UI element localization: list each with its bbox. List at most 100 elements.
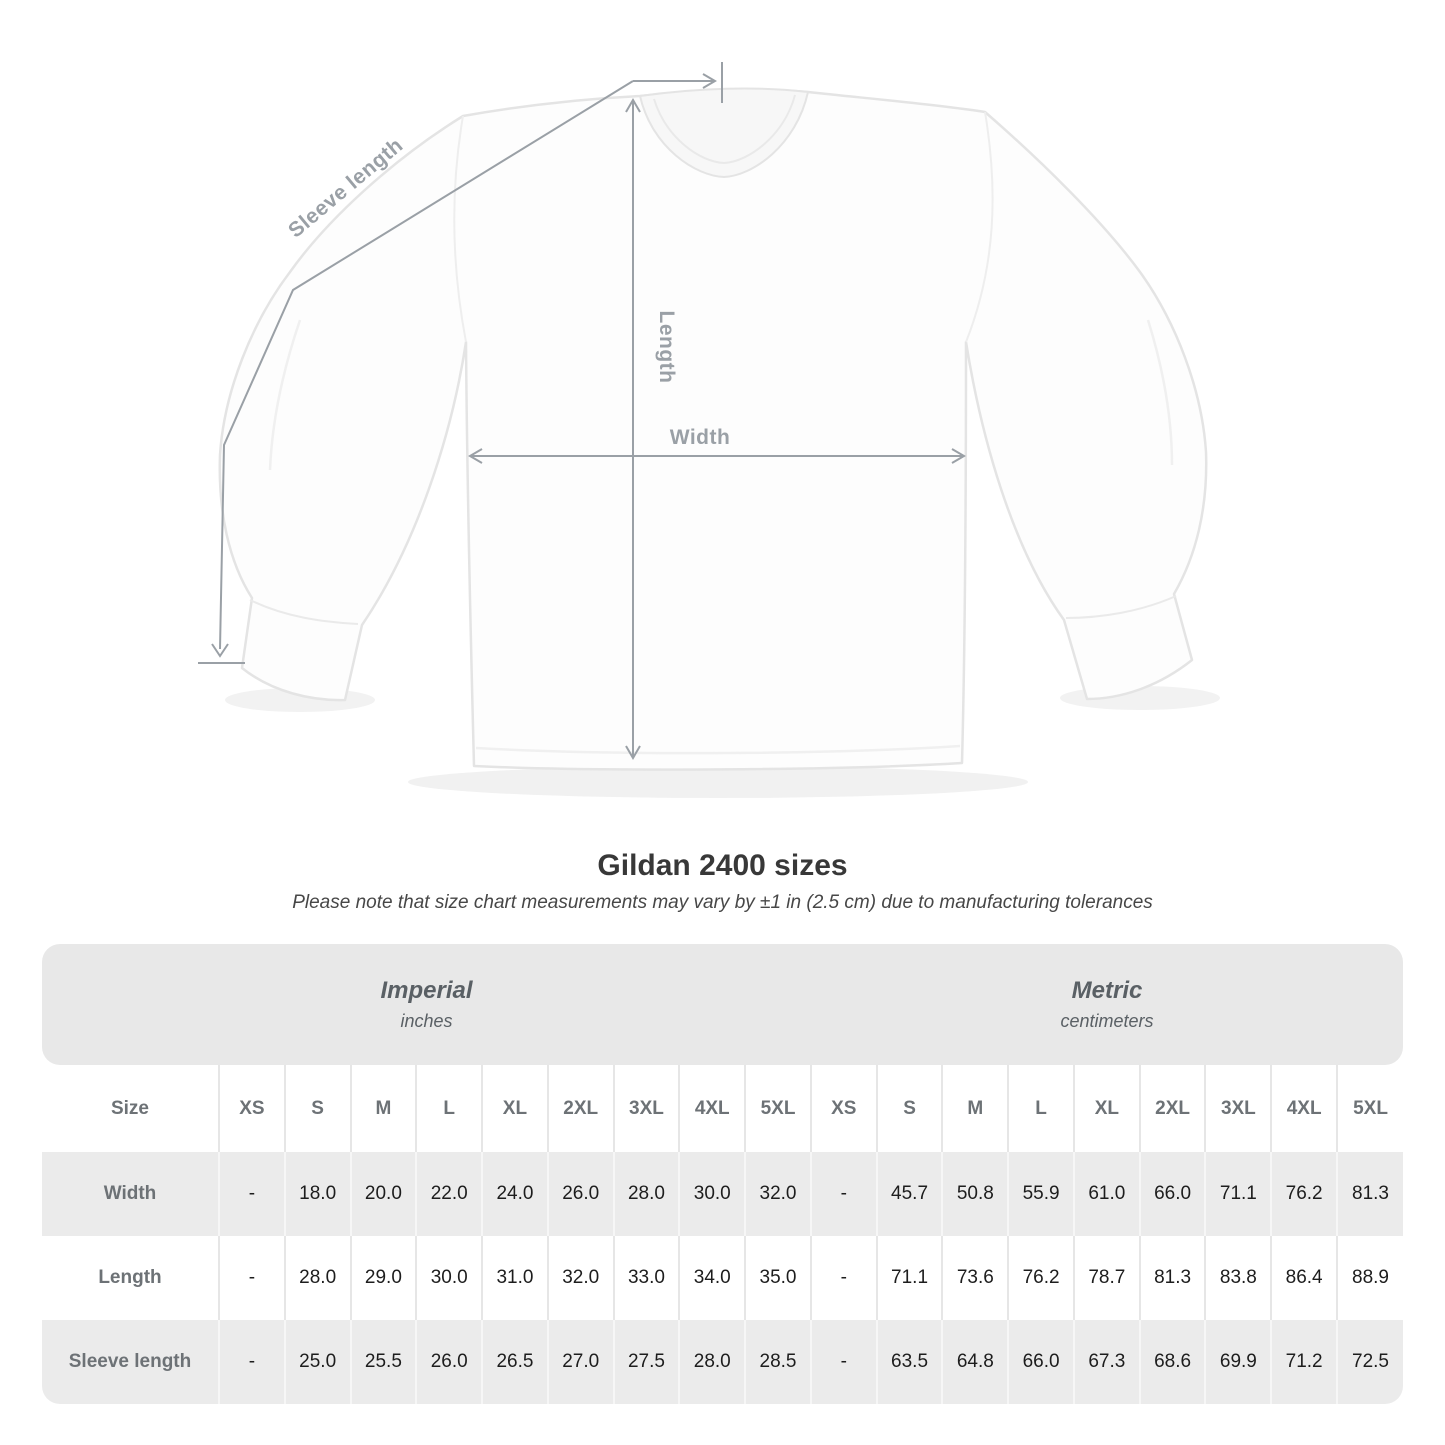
- size-header-metric: 4XL: [1270, 1065, 1338, 1152]
- size-header-metric: XL: [1072, 1065, 1140, 1152]
- metric-header: Metric centimeters: [811, 977, 1403, 1032]
- units-header-band: Imperial inches Metric centimeters: [42, 944, 1403, 1065]
- measurement-value-cell: 45.7: [875, 1152, 943, 1236]
- measurement-value-cell: 34.0: [678, 1236, 746, 1320]
- measurement-value-cell: 76.2: [1007, 1236, 1074, 1320]
- shirt-diagram: Sleeve length Length Width: [198, 62, 1220, 798]
- size-header-metric: M: [941, 1065, 1009, 1152]
- measurement-value-cell: 64.8: [941, 1320, 1009, 1404]
- size-header-imperial: S: [283, 1065, 351, 1152]
- measurement-value-cell: -: [218, 1320, 285, 1404]
- measurement-value-cell: 71.1: [1204, 1152, 1272, 1236]
- width-arrow: [468, 448, 966, 464]
- long-sleeve-shirt-illustration: [218, 87, 1208, 771]
- measurement-value-cell: 76.2: [1270, 1152, 1338, 1236]
- measurement-value-cell: 28.5: [744, 1320, 811, 1404]
- size-header-row: Size XS S M L XL 2XL 3XL 4XL 5XL XS S M L XL 2XL 3XL 4XL 5…: [42, 1065, 1403, 1152]
- measurement-value-cell: 86.4: [1270, 1236, 1338, 1320]
- measurement-row-label: Length: [98, 1267, 162, 1288]
- measurement-value-cell: -: [809, 1320, 877, 1404]
- size-header-imperial: M: [349, 1065, 417, 1152]
- measurement-value-cell: 72.5: [1336, 1320, 1403, 1404]
- size-header-metric: 2XL: [1138, 1065, 1206, 1152]
- width-label: Width: [670, 426, 731, 449]
- size-header-imperial: XS: [218, 1065, 285, 1152]
- measurement-value-cell: 55.9: [1007, 1152, 1074, 1236]
- measurement-value-cell: 31.0: [481, 1236, 548, 1320]
- measurement-value-cell: 81.3: [1138, 1236, 1206, 1320]
- imperial-header-unit: inches: [400, 1011, 453, 1031]
- measurement-value-cell: 20.0: [349, 1152, 417, 1236]
- metric-header-unit: centimeters: [1060, 1011, 1154, 1031]
- measurement-value-cell: 29.0: [349, 1236, 417, 1320]
- size-header-metric: 5XL: [1336, 1065, 1403, 1152]
- shirt-shadow: [225, 686, 1220, 798]
- measurement-value-cell: 88.9: [1336, 1236, 1403, 1320]
- length-label: Length: [655, 311, 678, 384]
- measurement-row: Length -28.0 29.0 30.0 31.0 32.0 33.0 34.0 35.0-…: [42, 1236, 1403, 1320]
- measurement-value-cell: 28.0: [612, 1152, 680, 1236]
- size-column-header: Size: [110, 1097, 150, 1119]
- measurement-value-cell: 67.3: [1072, 1320, 1140, 1404]
- measurement-value-cell: 27.5: [612, 1320, 680, 1404]
- measurement-value-cell: 71.2: [1270, 1320, 1338, 1404]
- size-table: Imperial inches Metric centimeters Size X…: [42, 944, 1403, 1404]
- size-header-imperial: 2XL: [546, 1065, 614, 1152]
- measurement-row: Sleeve length -25.0 25.5 26.0 26.5 27.0 27.5 28…: [42, 1320, 1403, 1404]
- size-header-imperial: L: [415, 1065, 483, 1152]
- measurement-value-cell: -: [218, 1236, 285, 1320]
- measurement-value-cell: 69.9: [1204, 1320, 1272, 1404]
- table-body: Size XS S M L XL 2XL 3XL 4XL 5XL XS S M L XL 2XL 3XL 4XL 5…: [42, 1065, 1403, 1404]
- imperial-header: Imperial inches: [42, 977, 811, 1032]
- size-header-imperial: 4XL: [678, 1065, 746, 1152]
- measurement-value-cell: -: [809, 1152, 877, 1236]
- measurement-value-cell: 18.0: [283, 1152, 351, 1236]
- measurement-value-cell: 63.5: [875, 1320, 943, 1404]
- measurement-value-cell: 66.0: [1138, 1152, 1206, 1236]
- measurement-value-cell: -: [218, 1152, 285, 1236]
- measurement-value-cell: 28.0: [283, 1236, 351, 1320]
- page-subtitle: Please note that size chart measurements…: [292, 892, 1153, 913]
- sleeve-length-arrow: [198, 62, 723, 664]
- measurement-value-cell: 35.0: [744, 1236, 811, 1320]
- measurement-value-cell: 25.0: [283, 1320, 351, 1404]
- size-header-imperial: 3XL: [612, 1065, 680, 1152]
- measurement-value-cell: 68.6: [1138, 1320, 1206, 1404]
- measurement-row: Width -18.0 20.0 22.0 24.0 26.0 28.0 30.0 32.0-4…: [42, 1152, 1403, 1236]
- measurement-value-cell: 73.6: [941, 1236, 1009, 1320]
- size-header-metric: XS: [809, 1065, 877, 1152]
- length-arrow: [625, 98, 641, 760]
- measurement-value-cell: 83.8: [1204, 1236, 1272, 1320]
- metric-header-name: Metric: [1071, 977, 1143, 1004]
- measurement-value-cell: 26.0: [546, 1152, 614, 1236]
- measurement-row-label: Sleeve length: [68, 1351, 192, 1372]
- page-title: Gildan 2400 sizes: [597, 849, 848, 882]
- measurement-value-cell: 32.0: [744, 1152, 811, 1236]
- measurement-value-cell: 71.1: [875, 1236, 943, 1320]
- measurement-value-cell: 81.3: [1336, 1152, 1403, 1236]
- measurements-table: Size XS S M L XL 2XL 3XL 4XL 5XL XS S M L XL 2XL 3XL 4XL 5…: [42, 1065, 1403, 1404]
- measurement-value-cell: 22.0: [415, 1152, 483, 1236]
- measurement-value-cell: 24.0: [481, 1152, 548, 1236]
- measurement-value-cell: -: [809, 1236, 877, 1320]
- measurement-value-cell: 32.0: [546, 1236, 614, 1320]
- measurement-row-label: Width: [103, 1183, 157, 1204]
- size-header-imperial: XL: [481, 1065, 548, 1152]
- measurement-value-cell: 30.0: [415, 1236, 483, 1320]
- measurement-value-cell: 50.8: [941, 1152, 1009, 1236]
- shirt-diagram-svg: Sleeve length Length Width: [198, 62, 1220, 798]
- size-header-metric: 3XL: [1204, 1065, 1272, 1152]
- measurement-value-cell: 25.5: [349, 1320, 417, 1404]
- size-header-metric: S: [875, 1065, 943, 1152]
- measurement-value-cell: 78.7: [1072, 1236, 1140, 1320]
- measurement-value-cell: 33.0: [612, 1236, 680, 1320]
- measurement-value-cell: 61.0: [1072, 1152, 1140, 1236]
- size-header-metric: L: [1007, 1065, 1074, 1152]
- measurement-value-cell: 28.0: [678, 1320, 746, 1404]
- measurement-value-cell: 30.0: [678, 1152, 746, 1236]
- size-header-imperial: 5XL: [744, 1065, 811, 1152]
- measurement-value-cell: 26.5: [481, 1320, 548, 1404]
- imperial-header-name: Imperial: [380, 977, 473, 1004]
- measurement-value-cell: 66.0: [1007, 1320, 1074, 1404]
